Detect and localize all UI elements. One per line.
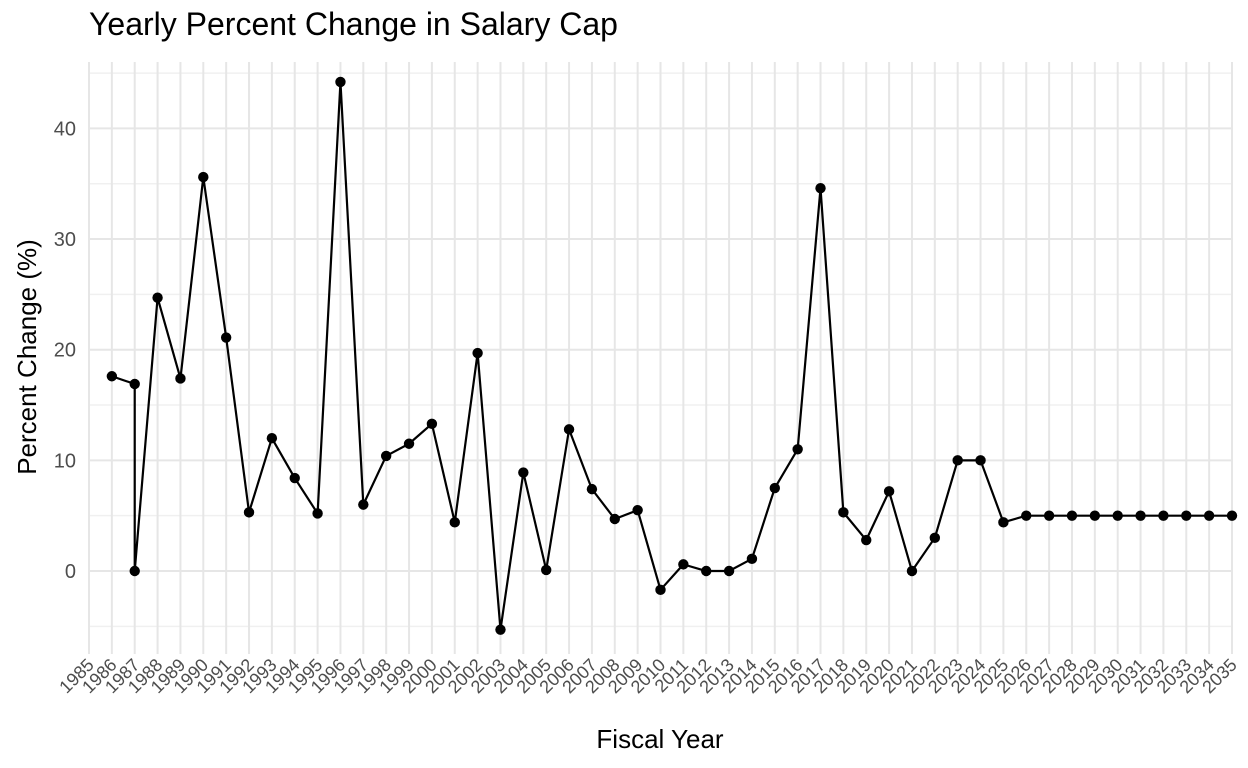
data-point (746, 553, 758, 565)
data-point (266, 433, 278, 444)
series-line (111, 80, 1232, 631)
data-point (175, 373, 186, 384)
data-point (1181, 510, 1192, 521)
data-point (403, 438, 415, 449)
data-point (701, 565, 712, 577)
data-point (152, 292, 163, 303)
y-axis-ticks: 0 10 20 30 40 (54, 118, 76, 583)
data-point (723, 565, 735, 577)
data-point (838, 507, 849, 518)
data-point (243, 507, 255, 518)
data-point (541, 564, 552, 576)
y-tick-label: 0 (65, 561, 76, 583)
y-tick-label: 40 (54, 118, 76, 140)
data-point (906, 565, 918, 577)
data-point (129, 565, 140, 577)
data-point (358, 499, 369, 510)
x-axis-label: Fiscal Year (596, 724, 724, 754)
data-point (129, 378, 140, 390)
y-axis-label: Percent Change (%) (12, 239, 42, 475)
data-point (861, 534, 872, 546)
data-point (289, 472, 300, 484)
data-point (632, 504, 643, 516)
data-point (106, 371, 118, 382)
data-point (883, 486, 895, 497)
data-point (655, 584, 666, 596)
data-point (1043, 510, 1055, 521)
data-point (220, 332, 232, 343)
data-point (312, 508, 323, 519)
data-point (495, 624, 506, 635)
data-point (1135, 510, 1146, 521)
data-point (1226, 510, 1238, 521)
data-point (998, 517, 1009, 528)
data-point (380, 450, 392, 462)
data-point (815, 182, 826, 194)
data-point (449, 517, 460, 528)
data-point (1112, 510, 1123, 521)
data-point (975, 455, 986, 466)
chart-title: Yearly Percent Change in Salary Cap (89, 6, 618, 42)
x-axis-ticks: 1985198619871988198919901991199219931994… (55, 655, 1240, 697)
data-point (198, 171, 209, 183)
data-point (1089, 510, 1101, 521)
data-point (563, 424, 575, 435)
major-gridlines (88, 62, 1233, 654)
y-tick-label: 10 (54, 450, 76, 472)
y-tick-label: 20 (54, 340, 76, 362)
data-point (1203, 510, 1215, 521)
data-point (792, 444, 803, 455)
data-point (769, 482, 780, 494)
data-point (952, 455, 963, 466)
y-tick-label: 30 (54, 229, 76, 251)
data-point (1066, 510, 1078, 521)
data-point (609, 513, 620, 525)
series-layer (106, 76, 1238, 635)
data-point (1158, 510, 1169, 521)
data-point (929, 532, 941, 544)
data-point (335, 76, 346, 88)
data-point (678, 559, 689, 570)
data-point (518, 467, 529, 478)
data-point (586, 483, 598, 495)
data-point (426, 418, 438, 430)
data-point (472, 347, 483, 359)
data-point (1021, 510, 1032, 521)
